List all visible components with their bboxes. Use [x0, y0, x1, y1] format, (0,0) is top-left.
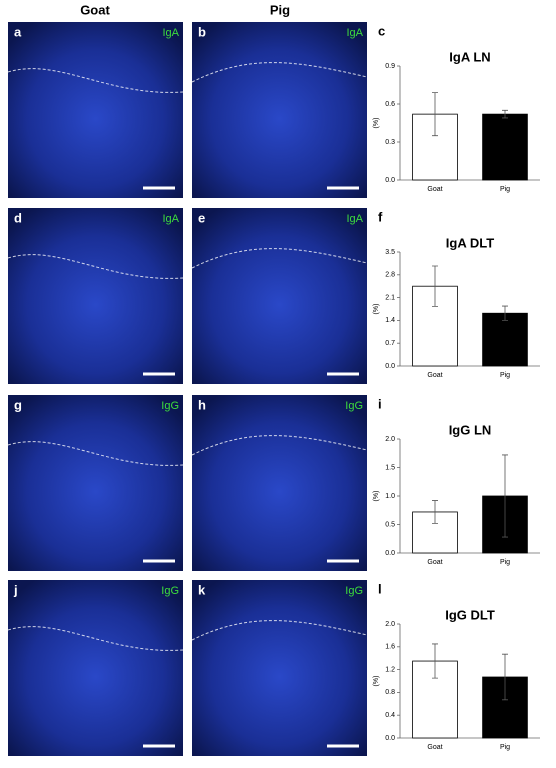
- y-tick-label: 0.0: [385, 735, 395, 742]
- bar: [482, 113, 528, 181]
- micrograph: [8, 22, 183, 198]
- panel-letter: h: [198, 397, 206, 412]
- y-tick-label: 2.0: [385, 621, 395, 628]
- micrograph: [192, 208, 367, 384]
- column-header: Goat: [80, 2, 110, 17]
- y-tick-label: 0.3: [385, 139, 395, 146]
- panel-letter: k: [198, 582, 206, 597]
- boundary-line: [7, 441, 184, 466]
- y-tick-label: 0.6: [385, 101, 395, 108]
- error-bar: [432, 265, 438, 307]
- y-tick-label: 0.8: [385, 689, 395, 696]
- y-tick-label: 0.0: [385, 363, 395, 370]
- y-tick-label: 1.5: [385, 464, 395, 471]
- y-tick-label: 1.2: [385, 666, 395, 673]
- stain-label: IgG: [345, 400, 363, 412]
- error-bar: [502, 454, 508, 538]
- y-tick-label: 0.7: [385, 340, 395, 347]
- y-axis-label: (%): [373, 118, 380, 129]
- y-tick-label: 3.5: [385, 249, 395, 256]
- stain-label: IgA: [346, 27, 363, 39]
- y-axis-label: (%): [373, 676, 380, 687]
- y-tick-label: 0.4: [385, 712, 395, 719]
- micrograph: [192, 395, 367, 571]
- panel-letter: e: [198, 210, 205, 225]
- boundary-line: [191, 435, 368, 456]
- x-tick-label: Pig: [500, 559, 510, 566]
- y-tick-label: 2.1: [385, 294, 395, 301]
- panel-letter: l: [378, 581, 382, 596]
- boundary-line: [7, 254, 184, 279]
- boundary-line: [191, 62, 368, 83]
- panel-letter: b: [198, 24, 206, 39]
- micrograph: [192, 580, 367, 756]
- panel-letter: i: [378, 396, 382, 411]
- micrograph: [192, 22, 367, 198]
- panel-letter: a: [14, 24, 22, 39]
- stain-label: IgA: [162, 27, 179, 39]
- stain-label: IgA: [346, 213, 363, 225]
- y-tick-label: 1.0: [385, 493, 395, 500]
- boundary-line: [7, 68, 184, 93]
- stain-label: IgG: [161, 585, 179, 597]
- chart-title: IgG DLT: [445, 607, 495, 622]
- x-tick-label: Goat: [427, 372, 442, 379]
- x-tick-label: Goat: [427, 559, 442, 566]
- error-bar: [502, 305, 508, 321]
- chart-title: IgA LN: [449, 49, 490, 64]
- boundary-line: [191, 620, 368, 641]
- boundary-line: [191, 248, 368, 269]
- y-tick-label: 0.9: [385, 63, 395, 70]
- micrograph: [8, 395, 183, 571]
- error-bar: [432, 643, 438, 679]
- stain-label: IgG: [345, 585, 363, 597]
- stain-label: IgA: [162, 213, 179, 225]
- y-tick-label: 2.0: [385, 436, 395, 443]
- boundary-line: [7, 626, 184, 651]
- panel-letter: j: [13, 582, 18, 597]
- stain-label: IgG: [161, 400, 179, 412]
- x-tick-label: Pig: [500, 372, 510, 379]
- x-tick-label: Goat: [427, 186, 442, 193]
- y-axis-label: (%): [373, 304, 380, 315]
- y-tick-label: 2.8: [385, 272, 395, 279]
- panel-letter: g: [14, 397, 22, 412]
- panel-letter: d: [14, 210, 22, 225]
- micrograph: [8, 580, 183, 756]
- error-bar: [432, 500, 438, 524]
- x-tick-label: Pig: [500, 186, 510, 193]
- error-bar: [502, 109, 508, 119]
- panel-letter: f: [378, 209, 383, 224]
- column-header: Pig: [270, 2, 290, 17]
- y-tick-label: 0.0: [385, 177, 395, 184]
- panel-letter: c: [378, 23, 385, 38]
- chart-title: IgG LN: [449, 422, 492, 437]
- x-tick-label: Pig: [500, 744, 510, 751]
- bar: [482, 312, 528, 367]
- error-bar: [432, 92, 438, 137]
- y-tick-label: 1.6: [385, 644, 395, 651]
- x-tick-label: Goat: [427, 744, 442, 751]
- chart-title: IgA DLT: [446, 235, 494, 250]
- micrograph: [8, 208, 183, 384]
- y-tick-label: 1.4: [385, 317, 395, 324]
- y-axis-label: (%): [373, 491, 380, 502]
- error-bar: [502, 653, 508, 701]
- y-tick-label: 0.5: [385, 521, 395, 528]
- y-tick-label: 0.0: [385, 550, 395, 557]
